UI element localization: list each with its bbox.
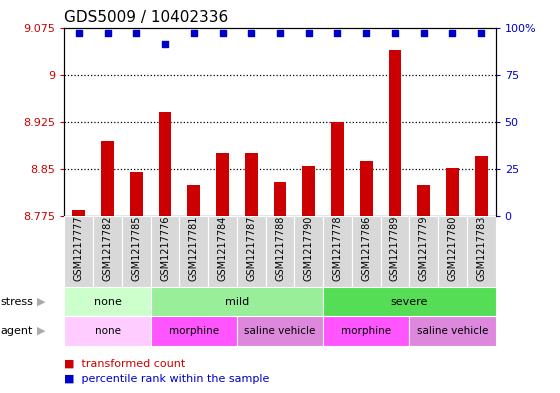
Bar	[438, 216, 467, 287]
Bar	[122, 216, 151, 287]
Point	[304, 30, 313, 36]
Text: stress: stress	[0, 297, 33, 307]
Bar	[323, 216, 352, 287]
Point	[362, 30, 371, 36]
Bar	[331, 122, 344, 216]
Text: GSM1217783: GSM1217783	[476, 216, 486, 281]
Text: GSM1217781: GSM1217781	[189, 216, 199, 281]
Bar	[295, 216, 323, 287]
Text: mild: mild	[225, 297, 249, 307]
Bar	[381, 216, 409, 287]
Text: GSM1217776: GSM1217776	[160, 216, 170, 281]
Bar	[158, 112, 171, 216]
Bar	[475, 156, 488, 216]
Text: GSM1217777: GSM1217777	[74, 216, 84, 281]
Point	[74, 30, 83, 36]
Bar	[93, 216, 122, 287]
Bar	[208, 216, 237, 287]
Bar	[64, 287, 151, 316]
Point	[218, 30, 227, 36]
Point	[477, 30, 486, 36]
Bar	[446, 168, 459, 216]
Bar	[64, 216, 93, 287]
Text: morphine: morphine	[341, 326, 391, 336]
Point	[247, 30, 256, 36]
Bar	[237, 216, 265, 287]
Bar	[409, 216, 438, 287]
Bar	[151, 316, 237, 346]
Bar	[72, 210, 85, 216]
Bar	[101, 141, 114, 216]
Text: none: none	[95, 326, 120, 336]
Bar	[216, 153, 229, 216]
Text: none: none	[94, 297, 122, 307]
Bar	[409, 316, 496, 346]
Text: ■  transformed count: ■ transformed count	[64, 358, 186, 369]
Text: GSM1217785: GSM1217785	[131, 216, 141, 281]
Bar	[389, 50, 402, 216]
Bar	[302, 166, 315, 216]
Bar	[130, 172, 143, 216]
Text: saline vehicle: saline vehicle	[244, 326, 316, 336]
Text: GSM1217778: GSM1217778	[333, 216, 343, 281]
Bar	[151, 287, 323, 316]
Bar	[187, 185, 200, 216]
Bar	[352, 216, 381, 287]
Text: GSM1217786: GSM1217786	[361, 216, 371, 281]
Bar	[323, 316, 409, 346]
Bar	[179, 216, 208, 287]
Text: ▶: ▶	[36, 297, 45, 307]
Bar	[467, 216, 496, 287]
Text: GDS5009 / 10402336: GDS5009 / 10402336	[64, 10, 228, 25]
Text: GSM1217789: GSM1217789	[390, 216, 400, 281]
Text: saline vehicle: saline vehicle	[417, 326, 488, 336]
Text: GSM1217788: GSM1217788	[275, 216, 285, 281]
Point	[103, 30, 112, 36]
Text: morphine: morphine	[169, 326, 219, 336]
Point	[390, 30, 399, 36]
Bar	[64, 316, 151, 346]
Bar	[417, 185, 430, 216]
Text: GSM1217780: GSM1217780	[447, 216, 458, 281]
Point	[419, 30, 428, 36]
Text: GSM1217790: GSM1217790	[304, 216, 314, 281]
Text: GSM1217782: GSM1217782	[102, 216, 113, 281]
Point	[333, 30, 342, 36]
Bar	[237, 316, 323, 346]
Text: GSM1217784: GSM1217784	[217, 216, 227, 281]
Text: ▶: ▶	[36, 326, 45, 336]
Bar	[323, 287, 496, 316]
Point	[161, 41, 170, 48]
Point	[276, 30, 284, 36]
Text: GSM1217779: GSM1217779	[419, 216, 429, 281]
Text: severe: severe	[391, 297, 428, 307]
Point	[132, 30, 141, 36]
Point	[448, 30, 457, 36]
Bar	[245, 153, 258, 216]
Point	[189, 30, 198, 36]
Bar	[265, 216, 295, 287]
Bar	[273, 182, 287, 216]
Text: GSM1217787: GSM1217787	[246, 216, 256, 281]
Text: agent: agent	[0, 326, 32, 336]
Bar	[360, 162, 373, 216]
Text: ■  percentile rank within the sample: ■ percentile rank within the sample	[64, 374, 270, 384]
Bar	[151, 216, 179, 287]
